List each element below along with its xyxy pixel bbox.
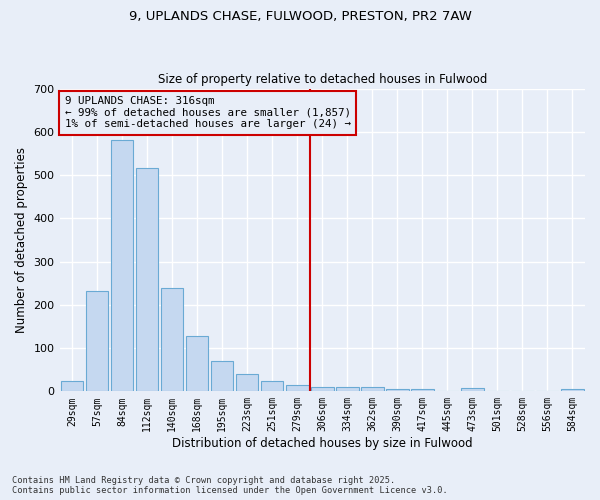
Bar — [211, 361, 233, 392]
X-axis label: Distribution of detached houses by size in Fulwood: Distribution of detached houses by size … — [172, 437, 473, 450]
Bar — [161, 288, 184, 392]
Bar — [61, 380, 83, 392]
Bar — [336, 387, 359, 392]
Bar — [111, 140, 133, 392]
Text: Contains HM Land Registry data © Crown copyright and database right 2025.
Contai: Contains HM Land Registry data © Crown c… — [12, 476, 448, 495]
Bar — [311, 387, 334, 392]
Title: Size of property relative to detached houses in Fulwood: Size of property relative to detached ho… — [158, 73, 487, 86]
Bar — [386, 389, 409, 392]
Bar — [361, 387, 383, 392]
Bar — [561, 389, 584, 392]
Y-axis label: Number of detached properties: Number of detached properties — [15, 147, 28, 333]
Bar — [86, 291, 109, 392]
Bar — [461, 388, 484, 392]
Bar — [286, 385, 308, 392]
Bar — [411, 389, 434, 392]
Bar — [236, 374, 259, 392]
Bar — [261, 380, 283, 392]
Bar — [186, 336, 208, 392]
Text: 9 UPLANDS CHASE: 316sqm
← 99% of detached houses are smaller (1,857)
1% of semi-: 9 UPLANDS CHASE: 316sqm ← 99% of detache… — [65, 96, 351, 130]
Text: 9, UPLANDS CHASE, FULWOOD, PRESTON, PR2 7AW: 9, UPLANDS CHASE, FULWOOD, PRESTON, PR2 … — [128, 10, 472, 23]
Bar — [136, 168, 158, 392]
